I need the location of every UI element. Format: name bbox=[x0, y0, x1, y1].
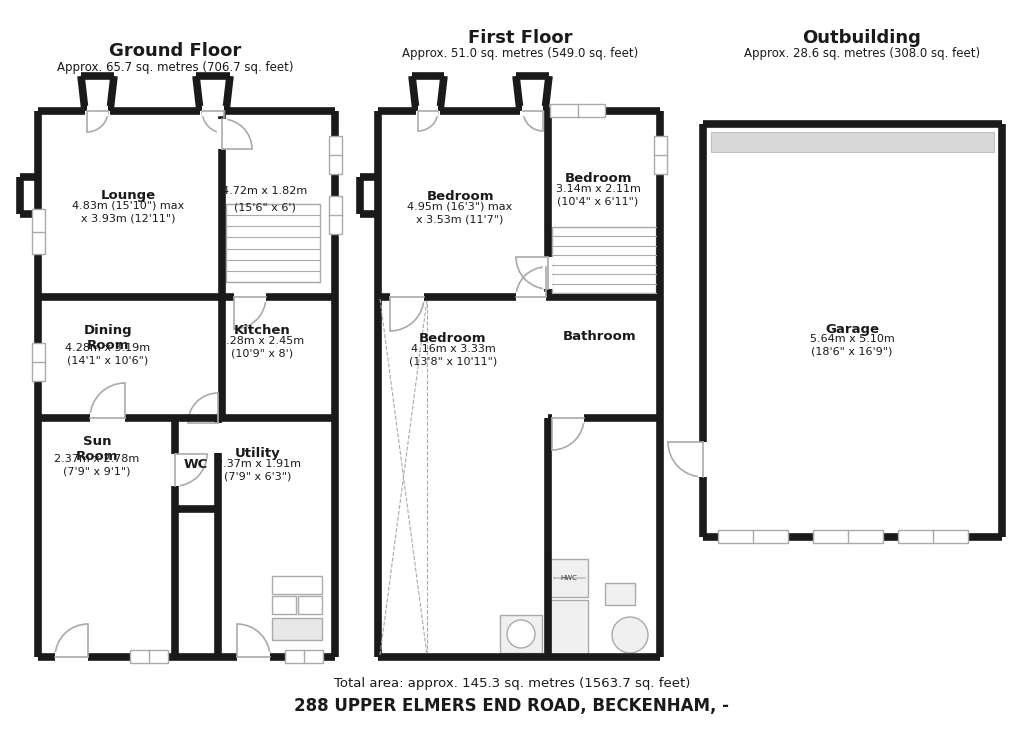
Bar bbox=[550, 104, 605, 117]
Text: Utility: Utility bbox=[236, 447, 281, 461]
Text: Bathroom: Bathroom bbox=[563, 330, 637, 342]
Bar bbox=[32, 343, 45, 381]
Bar bbox=[550, 600, 588, 655]
Circle shape bbox=[507, 620, 535, 648]
Bar bbox=[329, 136, 342, 174]
Text: Lounge: Lounge bbox=[100, 190, 156, 202]
Text: Sun
Room: Sun Room bbox=[76, 435, 118, 463]
Bar bbox=[329, 196, 342, 234]
Bar bbox=[272, 618, 322, 640]
Text: Approx. 51.0 sq. metres (549.0 sq. feet): Approx. 51.0 sq. metres (549.0 sq. feet) bbox=[401, 48, 638, 60]
Text: 4.16m x 3.33m
(13'8" x 10'11"): 4.16m x 3.33m (13'8" x 10'11") bbox=[409, 344, 497, 366]
Text: 288 UPPER ELMERS END ROAD, BECKENHAM, -: 288 UPPER ELMERS END ROAD, BECKENHAM, - bbox=[295, 697, 729, 715]
Bar bbox=[898, 530, 968, 543]
Text: Garage: Garage bbox=[825, 322, 879, 336]
Bar bbox=[813, 530, 883, 543]
Text: Total area: approx. 145.3 sq. metres (1563.7 sq. feet): Total area: approx. 145.3 sq. metres (15… bbox=[334, 678, 690, 690]
Text: WC: WC bbox=[184, 458, 208, 470]
Text: Ground Floor: Ground Floor bbox=[109, 42, 241, 60]
Text: 4.28m x 3.19m
(14'1" x 10'6"): 4.28m x 3.19m (14'1" x 10'6") bbox=[66, 343, 151, 365]
Bar bbox=[898, 530, 968, 543]
Bar bbox=[550, 559, 588, 597]
Bar bbox=[718, 530, 788, 543]
Text: 3.14m x 2.11m
(10'4" x 6'11"): 3.14m x 2.11m (10'4" x 6'11") bbox=[556, 184, 640, 206]
Bar bbox=[550, 104, 605, 117]
Text: Approx. 28.6 sq. metres (308.0 sq. feet): Approx. 28.6 sq. metres (308.0 sq. feet) bbox=[744, 48, 980, 60]
Bar bbox=[130, 650, 168, 663]
Bar bbox=[130, 650, 168, 663]
Text: First Floor: First Floor bbox=[468, 29, 572, 47]
Bar bbox=[605, 583, 635, 605]
Bar bbox=[552, 227, 656, 293]
Bar bbox=[272, 576, 322, 594]
Bar bbox=[329, 136, 342, 174]
Text: 3.28m x 2.45m
(10'9" x 8'): 3.28m x 2.45m (10'9" x 8') bbox=[219, 336, 304, 358]
Text: Bedroom: Bedroom bbox=[419, 333, 486, 345]
Bar bbox=[654, 136, 667, 174]
Bar bbox=[654, 136, 667, 174]
Circle shape bbox=[612, 617, 648, 653]
Text: Bedroom: Bedroom bbox=[426, 190, 494, 204]
Bar bbox=[718, 530, 788, 543]
Bar bbox=[329, 196, 342, 234]
Bar bbox=[226, 204, 319, 282]
Bar bbox=[711, 132, 994, 152]
Bar bbox=[32, 343, 45, 381]
Bar bbox=[298, 596, 322, 614]
Bar bbox=[285, 650, 323, 663]
Text: Approx. 65.7 sq. metres (706.7 sq. feet): Approx. 65.7 sq. metres (706.7 sq. feet) bbox=[56, 60, 293, 74]
Text: 5.64m x 5.10m
(18'6" x 16'9"): 5.64m x 5.10m (18'6" x 16'9") bbox=[810, 334, 894, 356]
Bar bbox=[32, 209, 45, 254]
Bar bbox=[500, 615, 542, 653]
Text: 4.83m (15'10") max
x 3.93m (12'11"): 4.83m (15'10") max x 3.93m (12'11") bbox=[72, 201, 184, 223]
Bar bbox=[813, 530, 883, 543]
Text: 2.37m x 2.78m
(7'9" x 9'1"): 2.37m x 2.78m (7'9" x 9'1") bbox=[54, 454, 139, 476]
Text: 2.37m x 1.91m
(7'9" x 6'3"): 2.37m x 1.91m (7'9" x 6'3") bbox=[215, 459, 300, 481]
Text: Dining
Room: Dining Room bbox=[84, 324, 132, 352]
Bar bbox=[380, 299, 427, 655]
Text: Outbuilding: Outbuilding bbox=[803, 29, 922, 47]
Text: 4.95m (16'3") max
x 3.53m (11'7"): 4.95m (16'3") max x 3.53m (11'7") bbox=[408, 202, 513, 224]
Bar bbox=[32, 209, 45, 254]
Text: Bedroom: Bedroom bbox=[564, 173, 632, 185]
Text: (15'6" x 6'): (15'6" x 6') bbox=[234, 202, 296, 212]
Text: Kitchen: Kitchen bbox=[233, 324, 291, 338]
Text: 4.72m x 1.82m: 4.72m x 1.82m bbox=[222, 186, 307, 196]
Bar bbox=[285, 650, 323, 663]
Text: HWC: HWC bbox=[560, 575, 578, 581]
Bar bbox=[272, 596, 296, 614]
